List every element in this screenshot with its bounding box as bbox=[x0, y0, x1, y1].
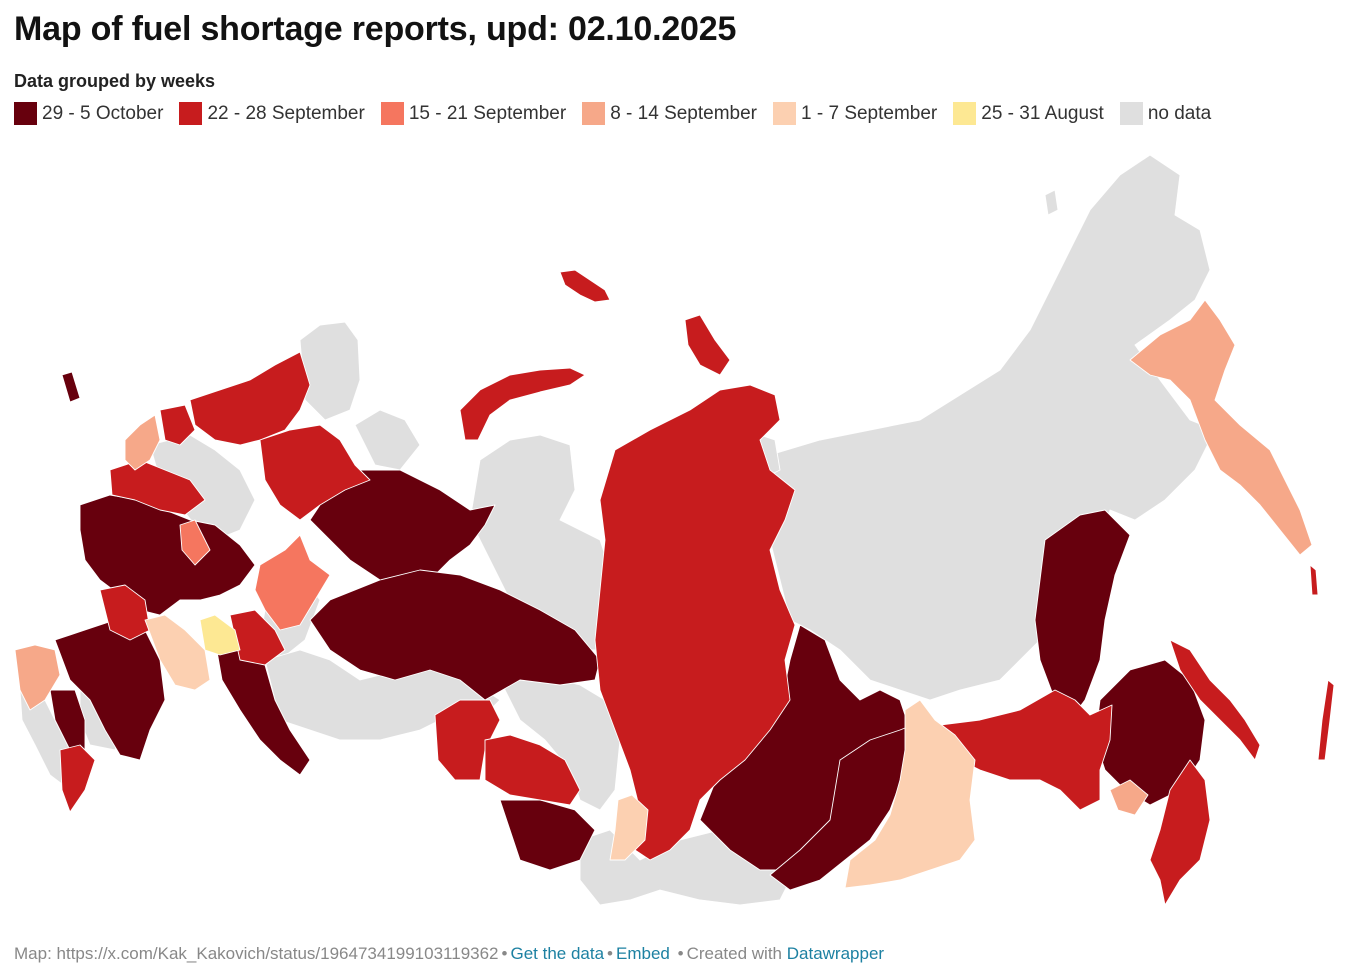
region-novosibirsk[interactable] bbox=[484, 734, 581, 806]
legend-label: 29 - 5 October bbox=[42, 102, 164, 124]
legend-item-week-5: 1 - 7 September bbox=[773, 102, 937, 125]
region-novosibirsk-south[interactable] bbox=[499, 799, 596, 871]
region-kamchatka[interactable] bbox=[1129, 299, 1313, 556]
region-yaroslavl[interactable] bbox=[179, 519, 211, 566]
region-sakhalin-north-grey[interactable] bbox=[1044, 189, 1059, 216]
legend-swatch bbox=[14, 102, 37, 125]
russia-map[interactable] bbox=[0, 140, 1351, 930]
region-leningrad[interactable] bbox=[124, 414, 161, 471]
region-kirov[interactable] bbox=[254, 534, 331, 631]
legend-swatch bbox=[179, 102, 203, 125]
region-komi[interactable] bbox=[309, 469, 496, 591]
russia-map-svg[interactable] bbox=[0, 140, 1351, 930]
region-amur[interactable] bbox=[1034, 509, 1131, 721]
region-chita-east[interactable] bbox=[939, 689, 1113, 811]
legend-item-week-3: 15 - 21 September bbox=[380, 102, 567, 125]
region-northwest-cluster[interactable] bbox=[109, 459, 206, 516]
legend-title: Data grouped by weeks bbox=[14, 71, 216, 91]
legend-label: 22 - 28 September bbox=[207, 102, 365, 124]
region-taimyr-islands[interactable] bbox=[684, 314, 731, 376]
region-eastern-siberia-far-east[interactable] bbox=[769, 154, 1216, 701]
legend-label: 1 - 7 September bbox=[801, 102, 938, 124]
legend-label: 25 - 31 August bbox=[981, 102, 1104, 124]
footer-separator: • bbox=[672, 944, 684, 963]
week-22-28-september[interactable] bbox=[59, 269, 1335, 906]
legend-item-week-2: 22 - 28 September bbox=[179, 102, 365, 125]
region-franz-josef[interactable] bbox=[559, 269, 611, 303]
week-8-14-september[interactable] bbox=[14, 299, 1313, 816]
datawrapper-link[interactable]: Datawrapper bbox=[786, 944, 885, 963]
week-1-7-september[interactable] bbox=[144, 614, 976, 889]
region-altai[interactable] bbox=[609, 794, 649, 861]
legend-swatch bbox=[1119, 102, 1143, 125]
region-sakhalin[interactable] bbox=[1169, 639, 1261, 761]
region-jewish-ao[interactable] bbox=[1109, 779, 1149, 816]
source-credit: Map: https://x.com/Kak_Kakovich/status/1… bbox=[14, 944, 499, 963]
legend-swatch bbox=[380, 102, 404, 125]
legend-swatch bbox=[773, 102, 797, 125]
footer-separator: • bbox=[501, 944, 508, 963]
week-15-21-september[interactable] bbox=[179, 519, 331, 631]
legend-item-week-1: 29 - 5 October bbox=[14, 102, 163, 125]
no-data-regions[interactable] bbox=[19, 154, 1216, 906]
region-voronezh[interactable] bbox=[144, 614, 211, 691]
legend-label: no data bbox=[1147, 102, 1212, 124]
region-stavropol[interactable] bbox=[59, 744, 96, 813]
legend-label: 8 - 14 September bbox=[610, 102, 758, 124]
get-data-link[interactable]: Get the data bbox=[510, 944, 605, 963]
region-belarus-border[interactable] bbox=[61, 371, 81, 403]
region-tambov[interactable] bbox=[199, 614, 241, 656]
footer: Map: https://x.com/Kak_Kakovich/status/1… bbox=[14, 944, 884, 964]
region-arkhangelsk-coast[interactable] bbox=[354, 409, 421, 471]
region-primorye[interactable] bbox=[1149, 759, 1211, 906]
region-khanty-mansi[interactable] bbox=[309, 569, 601, 701]
region-krasnoyarsk[interactable] bbox=[594, 384, 796, 861]
region-saratov[interactable] bbox=[229, 609, 286, 666]
region-novaya-zemlya[interactable] bbox=[459, 367, 586, 441]
region-crimea[interactable] bbox=[14, 644, 61, 711]
region-nenets-west[interactable] bbox=[259, 424, 371, 521]
legend-item-week-4: 8 - 14 September bbox=[582, 102, 757, 125]
legend-swatch bbox=[953, 102, 977, 125]
created-with-text: Created with bbox=[686, 944, 782, 963]
embed-link[interactable]: Embed bbox=[616, 944, 670, 963]
region-kola[interactable] bbox=[299, 321, 361, 421]
footer-separator: • bbox=[607, 944, 613, 963]
region-karelia[interactable] bbox=[159, 404, 196, 446]
page-title: Map of fuel shortage reports, upd: 02.10… bbox=[14, 10, 737, 48]
region-zabaikalsky[interactable] bbox=[844, 699, 976, 889]
legend: 29 - 5 October 22 - 28 September 15 - 21… bbox=[14, 102, 1211, 125]
region-arkhangelsk[interactable] bbox=[189, 351, 311, 446]
legend-item-week-6: 25 - 31 August bbox=[953, 102, 1104, 125]
region-buryatia[interactable] bbox=[769, 719, 926, 891]
week-25-31-august[interactable] bbox=[199, 614, 241, 656]
legend-label: 15 - 21 September bbox=[408, 102, 567, 124]
legend-swatch bbox=[582, 102, 606, 125]
region-kuril-islands[interactable] bbox=[1309, 564, 1335, 761]
legend-item-no-data: no data bbox=[1119, 102, 1212, 125]
